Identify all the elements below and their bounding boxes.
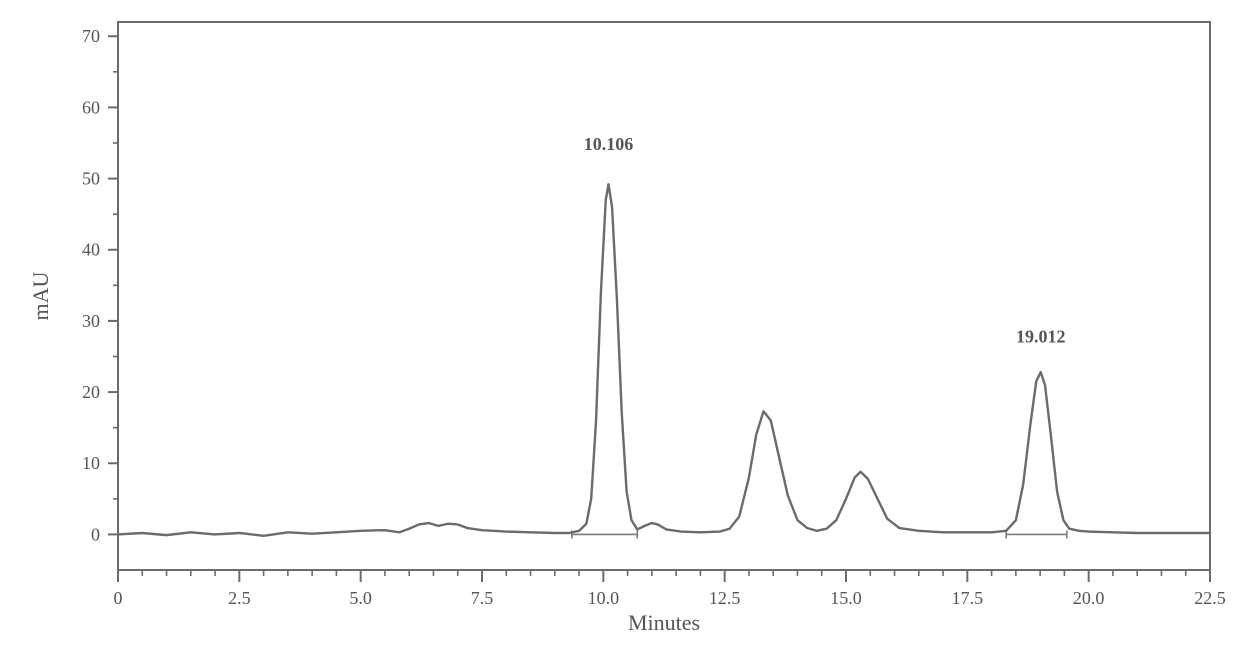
x-tick-label: 2.5 [228, 588, 251, 608]
x-tick-label: 22.5 [1194, 588, 1226, 608]
x-axis-label: Minutes [628, 610, 700, 635]
x-tick-label: 0 [114, 588, 123, 608]
chart-svg: 0 10 20 30 40 50 60 70 0 2.5 5.0 7.5 10.0 12.5 15.0 17.… [0, 0, 1240, 672]
y-tick-label: 40 [82, 240, 100, 260]
y-tick-label: 70 [82, 26, 100, 46]
x-tick-label: 5.0 [349, 588, 372, 608]
y-axis-label: mAU [28, 271, 53, 320]
y-tick-label: 30 [82, 311, 100, 331]
x-tick-label: 20.0 [1073, 588, 1105, 608]
y-tick-label: 50 [82, 169, 100, 189]
x-tick-label: 12.5 [709, 588, 741, 608]
chromatogram-chart: 0 10 20 30 40 50 60 70 0 2.5 5.0 7.5 10.0 12.5 15.0 17.… [0, 0, 1240, 672]
y-tick-label: 60 [82, 97, 100, 117]
x-tick-label: 10.0 [588, 588, 620, 608]
peak-label: 10.106 [584, 134, 634, 154]
y-tick-label: 20 [82, 382, 100, 402]
y-tick-label: 10 [82, 453, 100, 473]
peak-label: 19.012 [1016, 326, 1066, 346]
x-tick-label: 15.0 [830, 588, 862, 608]
x-tick-label: 17.5 [952, 588, 984, 608]
x-tick-label: 7.5 [471, 588, 494, 608]
y-tick-label: 0 [91, 524, 100, 544]
